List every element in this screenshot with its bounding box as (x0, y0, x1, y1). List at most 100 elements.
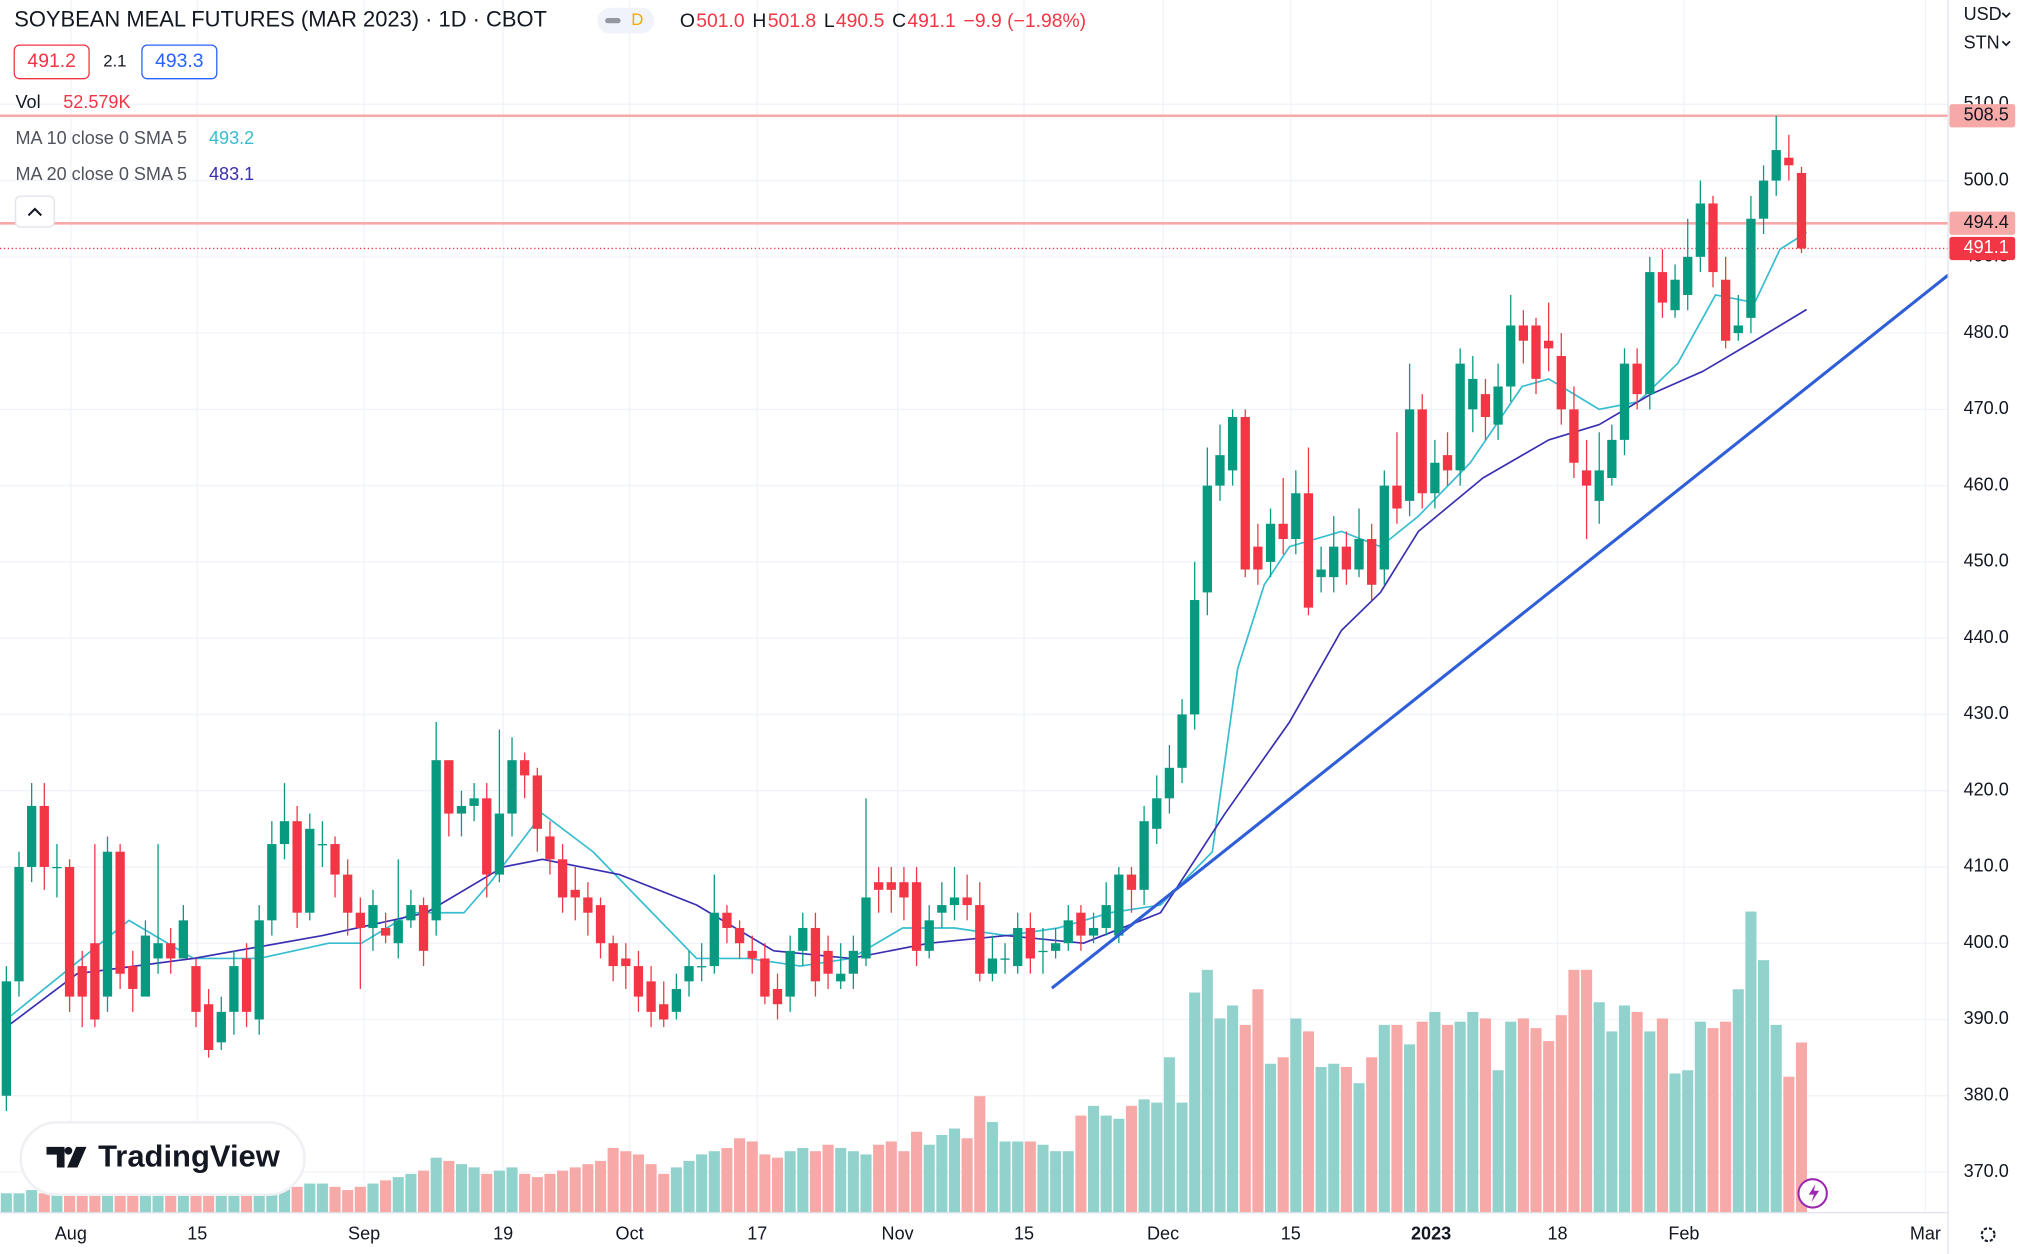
volume-bar (1037, 1144, 1049, 1213)
ask-box[interactable] (141, 44, 218, 80)
collapse-button[interactable] (14, 195, 55, 228)
candle-body (115, 851, 125, 974)
x-tick-label: Sep (348, 1223, 380, 1243)
candle-body (1430, 462, 1440, 494)
candle-body (1392, 485, 1402, 509)
ma-legend: MA 10 close 0 SMA 5 (16, 128, 188, 148)
volume-bar (278, 1183, 291, 1213)
candle-body (734, 927, 745, 944)
candle-body (1670, 279, 1680, 311)
change: −9.9 (−1.98%) (964, 10, 1087, 32)
candle-body (393, 920, 403, 944)
volume-bar (696, 1154, 708, 1213)
y-tick-label: 370.0 (1964, 1161, 2009, 1181)
volume-bar (898, 1151, 910, 1213)
badge[interactable] (597, 7, 655, 34)
volume-bar (291, 1186, 303, 1213)
volume-bar (873, 1144, 885, 1213)
y-tick-label: 470.0 (1964, 398, 2009, 418)
candle-body (1063, 920, 1073, 944)
currency[interactable]: USD (1964, 4, 2002, 24)
collapse-icon (27, 207, 43, 217)
volume-bar (1227, 1005, 1239, 1213)
volume-bar (670, 1167, 682, 1213)
badge-icon (605, 18, 621, 24)
y-tick-label: 460.0 (1964, 474, 2009, 494)
candle-body (1013, 927, 1023, 967)
volume-bar (38, 1193, 50, 1213)
candle-body (1632, 363, 1642, 395)
candle-body (102, 851, 113, 997)
candle-body (64, 866, 75, 997)
volume-bar (658, 1173, 670, 1213)
volume-bar (683, 1160, 695, 1213)
candle-body (203, 1004, 214, 1050)
candle-body (1404, 409, 1415, 501)
candle-body (254, 920, 264, 1020)
chart-title: SOYBEAN MEAL FUTURES (MAR 2023) · 1D · C… (14, 6, 547, 31)
ohlc-key: C (892, 10, 906, 32)
brand-box[interactable] (19, 1121, 306, 1196)
candle-body (90, 943, 100, 1020)
volume-bar (1163, 1057, 1175, 1213)
volume-bar (1770, 1024, 1782, 1213)
volume-bar (645, 1164, 657, 1213)
ohlc-key: O (680, 10, 695, 32)
volume-bar (746, 1141, 758, 1213)
x-tick-label: Nov (882, 1223, 914, 1243)
candle-body (1202, 485, 1212, 593)
volume-bar (316, 1183, 328, 1213)
candle-body (128, 966, 138, 989)
volume-bar (266, 1186, 278, 1213)
volume-bar (1138, 1099, 1150, 1213)
ohlc-key: H (752, 10, 766, 32)
candle-body (1354, 539, 1364, 570)
x-tick-label: 18 (1547, 1223, 1567, 1243)
candle-body (1025, 927, 1035, 959)
candle-body (557, 859, 568, 898)
candle-body (1278, 523, 1288, 540)
candle-body (279, 821, 290, 845)
volume-bar (1467, 1011, 1479, 1213)
y-tick-label: 430.0 (1964, 703, 2009, 723)
grid (0, 0, 1949, 1213)
volume-pane (0, 911, 1808, 1213)
volume-bar (620, 1151, 632, 1213)
price-label-box (1949, 236, 2016, 261)
volume-bar (923, 1144, 935, 1213)
volume-bar (1062, 1151, 1074, 1213)
volume-bar (784, 1151, 796, 1213)
volume-bar (1732, 989, 1744, 1213)
ma-line (5, 308, 1808, 1028)
unit[interactable]: STN (1964, 33, 2000, 53)
price-label-box (1949, 104, 2016, 128)
volume-bar (1479, 1018, 1491, 1213)
settings-icon[interactable] (1980, 1227, 1996, 1243)
candle-body (570, 889, 580, 898)
candle-body (1556, 355, 1566, 410)
price-label-box (1949, 211, 2016, 235)
bid-box[interactable] (13, 44, 90, 80)
brand-logo (46, 1146, 87, 1168)
candle-body (1506, 325, 1516, 387)
volume-bar (1505, 1021, 1517, 1213)
x-tick-label: 19 (493, 1223, 513, 1243)
volume-bar (771, 1157, 784, 1213)
volume-bar (152, 1193, 164, 1213)
ma-legend-value: 483.1 (209, 164, 254, 184)
y-tick-label: 500.0 (1964, 169, 2009, 189)
volume-bar (455, 1164, 468, 1213)
candle-body (646, 981, 656, 1012)
volume-bar (1669, 1073, 1681, 1213)
candle-body (760, 958, 770, 997)
volume-bar (999, 1141, 1011, 1213)
ohlc-value: 501.0 (696, 10, 744, 32)
candle-body (229, 966, 239, 1012)
candle-body (1442, 455, 1453, 471)
volume-bar (1492, 1070, 1504, 1213)
candle-body (494, 813, 505, 875)
candle-body (861, 897, 871, 959)
brand-name: TradingView (98, 1139, 281, 1174)
